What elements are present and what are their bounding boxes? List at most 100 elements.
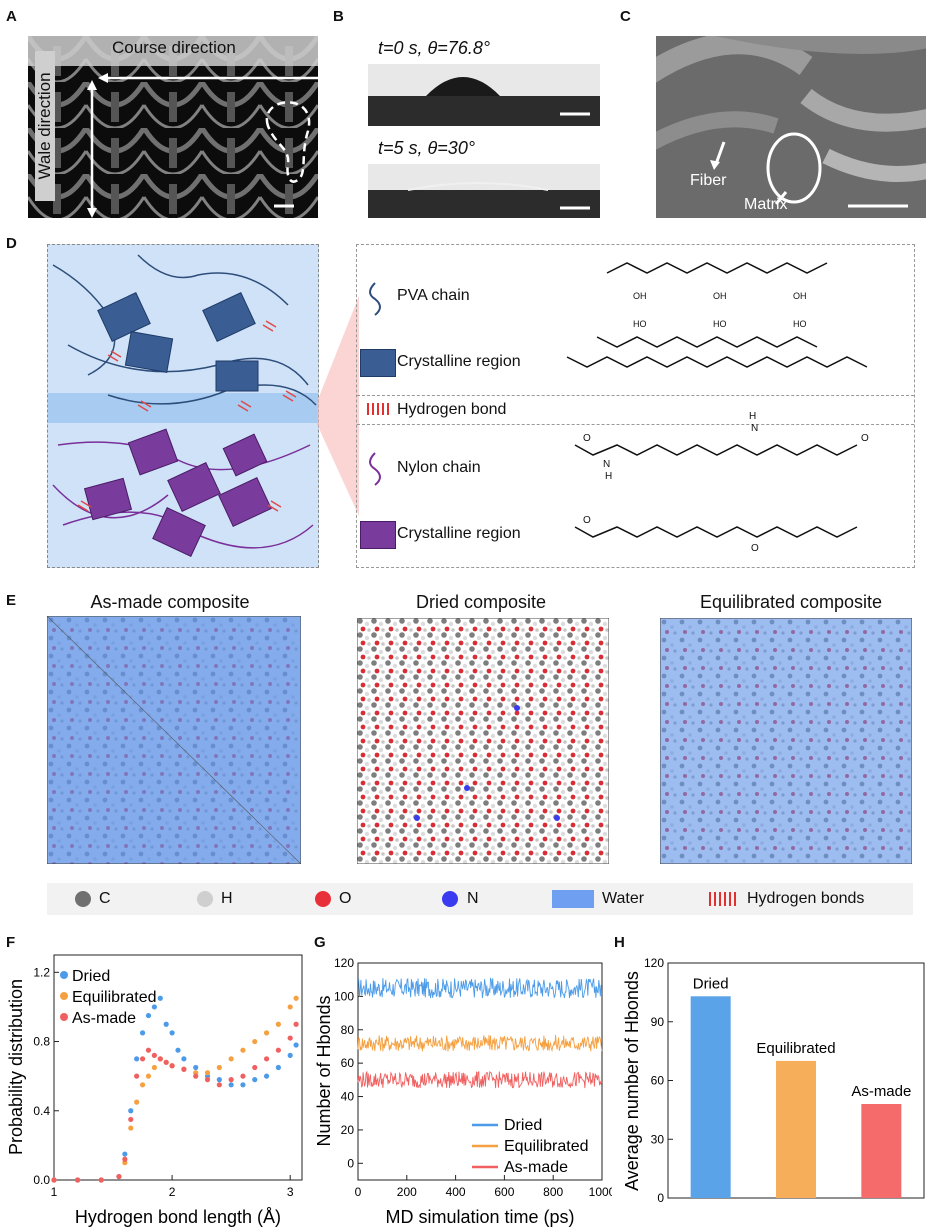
chart-f-point-as-made xyxy=(263,1056,270,1062)
chart-f-point-equilibrated xyxy=(263,1030,270,1036)
e-title-as-made: As-made composite xyxy=(90,592,250,612)
chart-g-line-as-made xyxy=(357,1070,603,1089)
hydrogen-bond-icon xyxy=(367,403,389,415)
chart-g-xtick: 200 xyxy=(397,1185,417,1199)
pva-chain-icon xyxy=(369,282,381,316)
chart-f-point-dried xyxy=(252,1077,258,1083)
panel-letter-b: B xyxy=(333,8,344,25)
chart-f-legend-dried: Dried xyxy=(72,968,110,985)
n-label: N xyxy=(603,459,611,470)
chart-f-xtick: 1 xyxy=(51,1185,58,1199)
md-as-made-image xyxy=(47,616,301,864)
chart-g-xtick: 800 xyxy=(543,1185,563,1199)
chart-f-point-as-made xyxy=(204,1077,211,1083)
chart-g-ytick: 100 xyxy=(334,989,354,1003)
chart-f-point-dried xyxy=(263,1073,270,1079)
chart-f-ytick: 0.4 xyxy=(33,1104,50,1118)
chart-f-point-equilibrated xyxy=(139,1082,146,1088)
legend-hbonds: Hydrogen bonds xyxy=(747,890,865,907)
chart-f-point-equilibrated xyxy=(128,1125,134,1131)
crystalline-region-nylon-icon xyxy=(360,521,396,549)
crystalline-region-nylon-label: Crystalline region xyxy=(397,525,521,542)
chart-h-label-dried: Dried xyxy=(693,975,729,992)
ho-label: HO xyxy=(713,319,727,329)
hbond-divider xyxy=(357,395,914,425)
chart-f-xtick: 2 xyxy=(169,1185,176,1199)
h-label: H xyxy=(749,411,757,422)
chart-f-point-dried xyxy=(122,1151,128,1157)
oh-label: OH xyxy=(793,291,807,301)
chart-f-point-dried xyxy=(169,1030,175,1036)
legend-n: N xyxy=(467,890,479,907)
legend-o: O xyxy=(339,890,352,907)
chart-f-point-as-made xyxy=(163,1059,169,1065)
chart-f-legend-marker xyxy=(60,992,68,1000)
legend-c: C xyxy=(99,890,111,907)
ho-label: HO xyxy=(633,319,647,329)
chart-f-point-as-made xyxy=(116,1173,122,1180)
chart-f-point-as-made xyxy=(75,1177,81,1183)
chart-f-point-equilibrated xyxy=(216,1064,222,1071)
chart-h-ytick: 60 xyxy=(651,1074,665,1088)
hbond-swatch xyxy=(709,892,736,906)
chart-g-legend-equilibrated: Equilibrated xyxy=(504,1138,589,1155)
loop-outline xyxy=(265,101,311,183)
chart-f-point-dried xyxy=(128,1108,134,1114)
chart-g-frame xyxy=(357,962,603,1181)
chart-h-ytick: 30 xyxy=(651,1132,665,1146)
chart-f-point-dried xyxy=(163,1021,169,1027)
chart-h: Average number of Hbonds 0 30 60 90 120 Drie… xyxy=(622,956,925,1205)
panel-d-schematic xyxy=(47,244,319,568)
chart-f-point-dried xyxy=(175,1047,181,1053)
chart-f-point-dried xyxy=(228,1082,234,1088)
chart-f-point-dried xyxy=(240,1082,246,1088)
chart-f-point-equilibrated xyxy=(293,995,299,1001)
chart-f-point-equilibrated xyxy=(240,1047,246,1053)
chart-f-frame xyxy=(53,954,303,1181)
chart-f-xtick: 3 xyxy=(287,1185,294,1199)
chart-f-point-equilibrated xyxy=(228,1056,234,1062)
chart-f-point-as-made xyxy=(181,1066,187,1072)
chart-g-xtick: 600 xyxy=(494,1185,514,1199)
chart-g-ytick: 20 xyxy=(341,1123,355,1137)
oxygen-swatch xyxy=(315,891,331,907)
o-label: O xyxy=(861,433,869,444)
chart-f-point-dried xyxy=(287,1052,293,1058)
chart-f-point-dried xyxy=(181,1056,187,1062)
chart-f-point-equilibrated xyxy=(275,1021,281,1027)
oh-label: OH xyxy=(713,291,727,301)
chart-g-line-equilibrated xyxy=(357,1034,603,1053)
chart-f-point-as-made xyxy=(98,1177,104,1183)
chart-f-point-dried xyxy=(157,995,163,1001)
chart-h-bar-as-made xyxy=(861,1104,902,1198)
hydrogen-swatch xyxy=(197,891,213,907)
panel-letter-d: D xyxy=(6,235,17,252)
fiber-label: Fiber xyxy=(690,172,727,189)
panel-d-legend-box: PVA chain Crystalline region Hydrogen bo… xyxy=(356,244,915,568)
chart-g-xlabel: MD simulation time (ps) xyxy=(385,1207,574,1227)
chart-f-point-as-made xyxy=(128,1116,134,1123)
chart-f-point-equilibrated xyxy=(252,1038,258,1045)
hydrogen-bond-label: Hydrogen bond xyxy=(397,401,507,418)
o-label: O xyxy=(583,433,591,444)
droplet-top-label: t=0 s, θ=76.8° xyxy=(378,38,491,58)
chart-f-point-as-made xyxy=(145,1047,152,1053)
chart-h-ylabel: Average number of Hbonds xyxy=(622,971,642,1191)
h-label: H xyxy=(605,471,613,482)
chart-f-point-as-made xyxy=(193,1073,199,1079)
chart-g-xtick: 0 xyxy=(355,1185,362,1199)
chart-f-point-as-made xyxy=(287,1035,293,1041)
pva-chain-label: PVA chain xyxy=(397,287,470,304)
chart-f-point-equilibrated xyxy=(204,1070,211,1076)
chart-g-ytick: 40 xyxy=(341,1090,355,1104)
e-title-equilibrated: Equilibrated composite xyxy=(699,592,883,612)
chart-f-point-as-made xyxy=(134,1073,140,1079)
crystalline-region-icon xyxy=(360,349,396,377)
ho-label: HO xyxy=(793,319,807,329)
chart-f-legend-marker xyxy=(60,971,68,979)
chart-f-point-dried xyxy=(193,1064,199,1071)
nitrogen-swatch xyxy=(442,891,458,907)
md-dried-image xyxy=(357,618,609,864)
chart-f-point-as-made xyxy=(216,1082,222,1088)
